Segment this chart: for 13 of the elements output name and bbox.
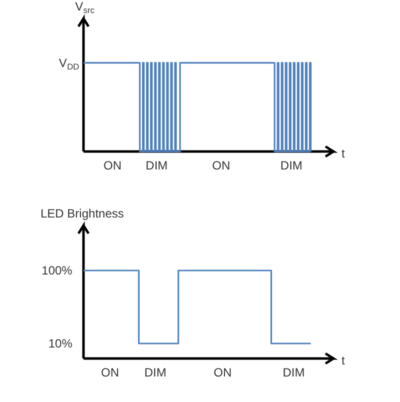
x-axis-title: t [342,146,346,160]
x-tick-label: ON [214,366,232,380]
x-tick-label: DIM [282,366,305,380]
x-tick-label: ON [104,158,122,172]
x-tick-label: ON [212,158,230,172]
x-tick-label: DIM [146,158,168,172]
y-tick-label: 10% [48,336,73,350]
x-tick-label: DIM [144,366,166,380]
x-axis-title: t [342,354,346,368]
y-axis-title: LED Brightness [40,206,124,220]
y-tick-label: 100% [42,264,73,278]
x-tick-label: ON [101,366,120,380]
x-tick-label: DIM [280,158,302,172]
